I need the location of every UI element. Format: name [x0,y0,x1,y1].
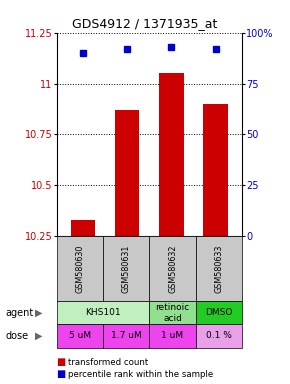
Text: transformed count: transformed count [68,358,148,367]
Text: percentile rank within the sample: percentile rank within the sample [68,369,213,379]
Text: DMSO: DMSO [205,308,233,318]
Text: dose: dose [6,331,29,341]
Text: 1.7 uM: 1.7 uM [111,331,142,341]
Text: retinoic
acid: retinoic acid [155,303,190,323]
Text: GSM580631: GSM580631 [122,245,131,293]
Text: ▶: ▶ [35,308,43,318]
Text: 0.1 %: 0.1 % [206,331,232,341]
Text: KHS101: KHS101 [85,308,121,318]
Text: GSM580630: GSM580630 [75,245,84,293]
Text: 5 uM: 5 uM [69,331,91,341]
Bar [159,73,184,236]
Text: ■: ■ [57,369,66,379]
Bar [204,104,228,236]
Text: GSM580632: GSM580632 [168,245,177,293]
Text: 1 uM: 1 uM [162,331,184,341]
Text: GSM580633: GSM580633 [214,245,224,293]
Text: ▶: ▶ [35,331,43,341]
Bar [115,110,139,236]
Text: ■: ■ [57,357,66,367]
Bar [71,220,95,236]
Text: GDS4912 / 1371935_at: GDS4912 / 1371935_at [72,17,218,30]
Text: agent: agent [6,308,34,318]
